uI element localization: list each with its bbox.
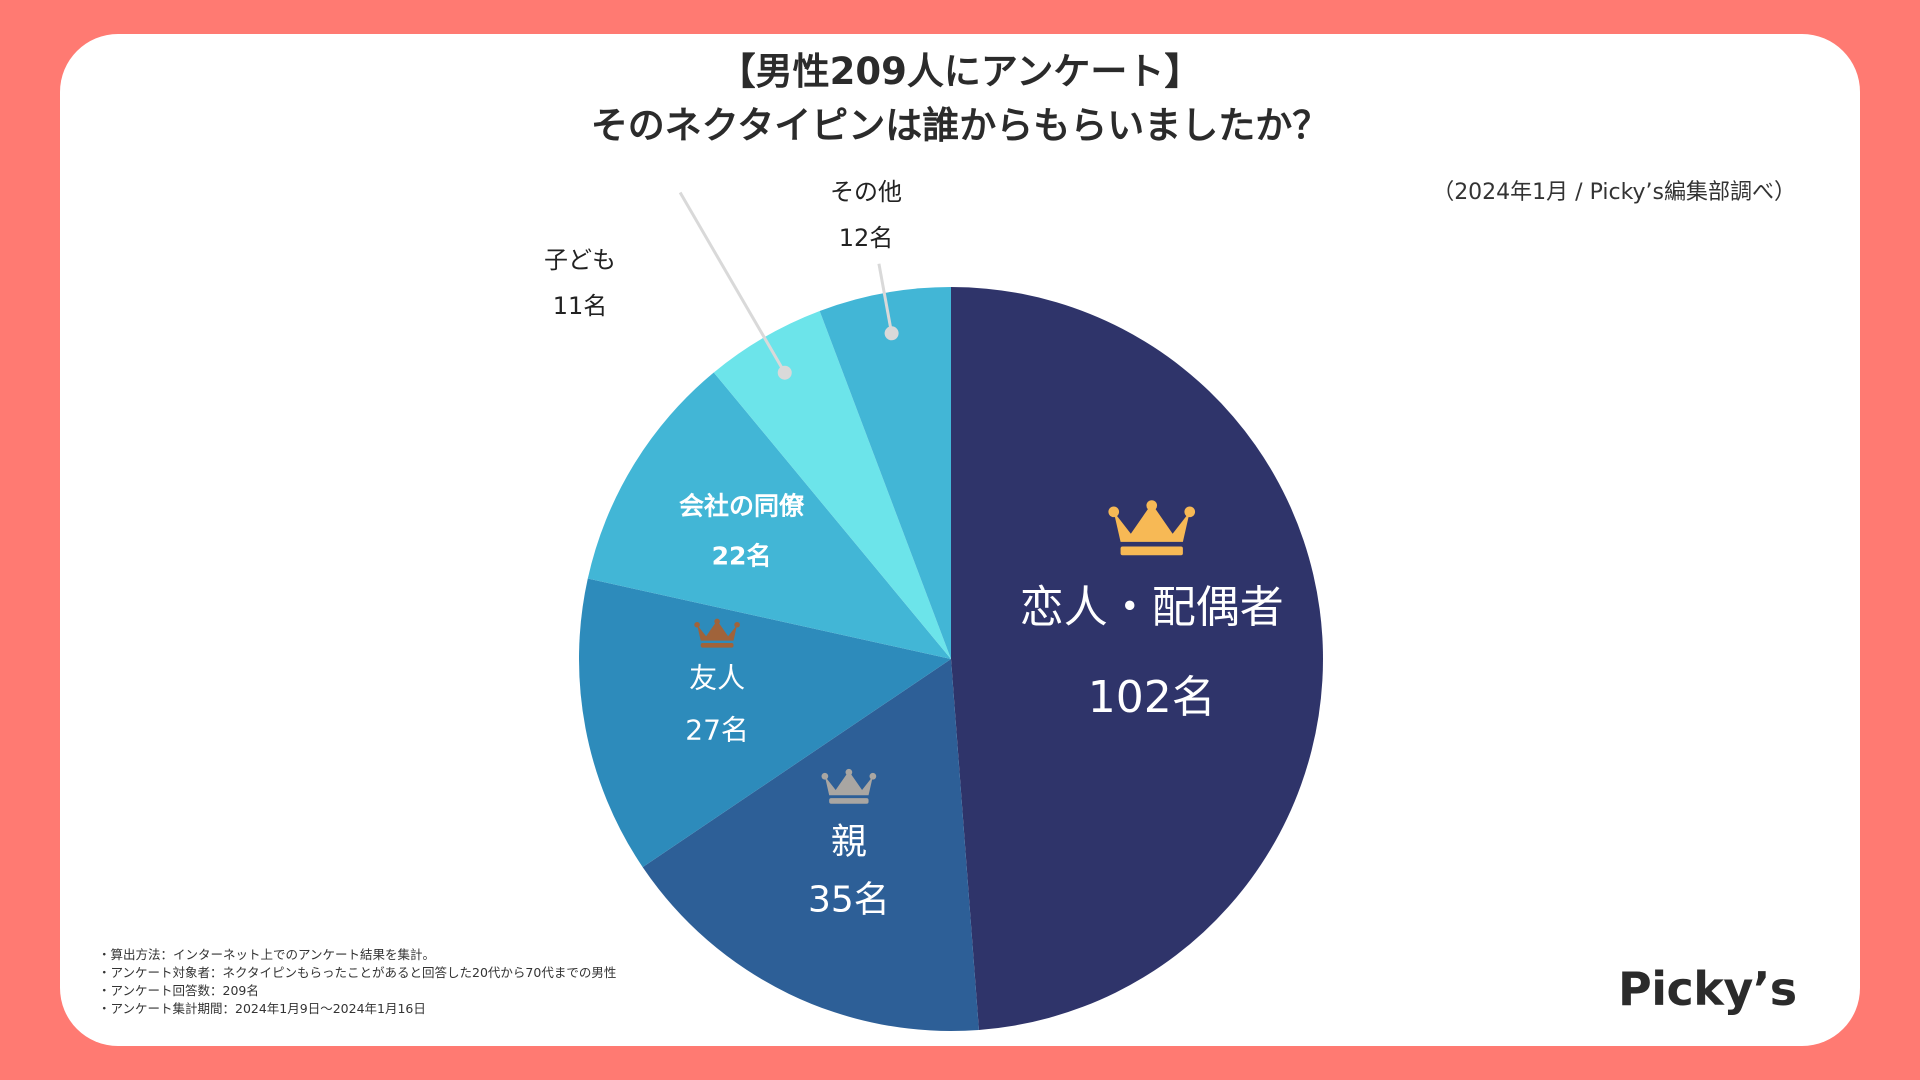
- slice-label-0: 恋人・配偶者: [1020, 582, 1284, 633]
- slice-label-2: 友人: [689, 661, 745, 694]
- silver-crown-icon-1: [821, 768, 877, 804]
- slice-value-5: 12名: [839, 224, 894, 252]
- leader-line-5: [877, 263, 894, 334]
- pie-slice-0: [951, 287, 1323, 1030]
- source-note: （2024年1月 / Picky’s編集部調べ）: [1432, 180, 1796, 205]
- gold-crown-icon-0: [1108, 500, 1196, 556]
- slice-label-4: 子ども: [544, 246, 616, 274]
- pickys-logo: Picky’s: [1618, 962, 1797, 1016]
- leader-dot-5: [884, 326, 899, 341]
- footnote-count: ・アンケート回答数：209名: [98, 983, 259, 998]
- leader-dot-4: [777, 365, 792, 380]
- footnote-method: ・算出方法：インターネット上でのアンケート結果を集計。: [98, 947, 436, 962]
- chart-title-line2: そのネクタイピンは誰からもらいましたか？: [590, 104, 1330, 147]
- footnote-target: ・アンケート対象者：ネクタイピンもらったことがあると回答した20代から70代まで…: [98, 965, 617, 980]
- slice-label-1: 親: [831, 822, 867, 863]
- slice-value-1: 35名: [808, 880, 890, 921]
- pie-slice-2: [579, 578, 951, 868]
- bronze-crown-icon-2: [694, 618, 740, 648]
- slice-value-0: 102名: [1088, 672, 1216, 723]
- pie-slice-5: [819, 287, 951, 659]
- chart-title-line1: 【男性209人にアンケート】: [718, 50, 1202, 93]
- pie-slice-1: [642, 659, 979, 1031]
- pie-slice-3: [587, 372, 951, 659]
- slice-value-4: 11名: [553, 292, 608, 320]
- slice-value-3: 22名: [712, 542, 772, 571]
- slice-value-2: 27名: [685, 713, 749, 746]
- slice-label-5: その他: [830, 178, 902, 206]
- pie-slice-4: [713, 310, 951, 659]
- slice-label-3: 会社の同僚: [679, 492, 805, 521]
- footnotes: ・算出方法：インターネット上でのアンケート結果を集計。 ・アンケート対象者：ネク…: [98, 946, 616, 1018]
- footnote-period: ・アンケート集計期間：2024年1月9日〜2024年1月16日: [98, 1001, 426, 1016]
- leader-line-4: [678, 191, 787, 374]
